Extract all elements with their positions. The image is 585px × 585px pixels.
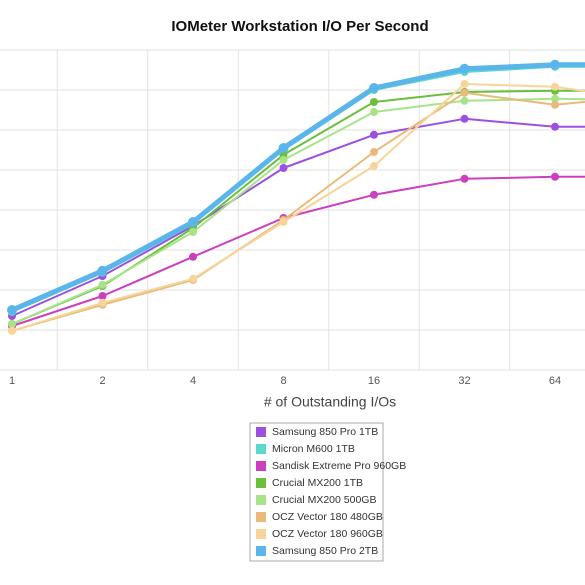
data-point — [278, 143, 289, 153]
data-point — [279, 218, 288, 226]
data-point — [460, 88, 469, 97]
data-point — [551, 100, 559, 109]
data-point — [98, 280, 107, 289]
data-point — [460, 96, 469, 105]
series-line — [11, 91, 585, 332]
legend-swatch — [256, 478, 266, 488]
data-point — [370, 130, 378, 139]
series-line — [11, 62, 585, 313]
legend-swatch — [256, 461, 266, 471]
legend-swatch — [256, 512, 266, 522]
data-point — [370, 162, 378, 170]
data-point — [97, 265, 108, 276]
data-point — [98, 298, 107, 307]
data-point — [551, 82, 559, 91]
data-point — [189, 228, 197, 236]
data-point — [460, 114, 469, 123]
legend-label: OCZ Vector 180 480GB — [272, 511, 383, 523]
x-tick-label: 2 — [99, 375, 105, 387]
data-point — [370, 98, 378, 106]
data-point — [550, 59, 560, 70]
legend-label: OCZ Vector 180 960GB — [272, 528, 383, 540]
legend-label: Crucial MX200 500GB — [272, 494, 376, 506]
x-tick-label: 64 — [549, 375, 561, 387]
data-point — [189, 252, 197, 261]
x-tick-label: 1 — [9, 375, 15, 387]
legend-swatch — [256, 546, 266, 556]
data-point — [8, 326, 16, 335]
legend-label: Micron M600 1TB — [272, 443, 355, 455]
legend-label: Crucial MX200 1TB — [272, 477, 363, 489]
legend-swatch — [256, 444, 266, 454]
legend-box — [249, 422, 384, 562]
data-point — [98, 292, 107, 300]
legend-swatch — [256, 427, 266, 437]
legend-swatch — [256, 495, 266, 505]
data-point — [551, 94, 559, 103]
data-point — [460, 80, 469, 88]
series-line — [11, 83, 585, 332]
x-tick-label: 4 — [190, 375, 196, 387]
data-point — [370, 190, 378, 199]
data-point — [188, 217, 198, 227]
legend-label: Sandisk Extreme Pro 960GB — [272, 460, 406, 472]
x-tick-label: 32 — [458, 375, 470, 387]
x-axis-label: # of Outstanding I/Os — [264, 394, 396, 410]
data-point — [460, 174, 469, 183]
series-line — [11, 175, 585, 327]
series-line — [11, 97, 585, 325]
data-point — [369, 83, 379, 93]
series-line — [11, 89, 585, 325]
chart-title: IOMeter Workstation I/O Per Second — [171, 18, 428, 35]
data-point — [370, 148, 378, 156]
x-tick-label: 8 — [280, 375, 286, 387]
data-point — [189, 274, 197, 283]
x-tick-label: 16 — [368, 375, 380, 387]
legend-label: Samsung 850 Pro 2TB — [272, 545, 378, 557]
data-point — [8, 320, 16, 328]
legend-swatch — [256, 529, 266, 539]
data-point — [279, 156, 288, 164]
data-point — [7, 305, 17, 315]
data-point — [279, 164, 288, 172]
legend-label: Samsung 850 Pro 1TB — [272, 426, 378, 438]
data-point — [551, 172, 559, 181]
data-point — [459, 63, 470, 74]
data-point — [370, 108, 378, 116]
data-point — [551, 122, 559, 131]
series-line — [11, 117, 585, 317]
